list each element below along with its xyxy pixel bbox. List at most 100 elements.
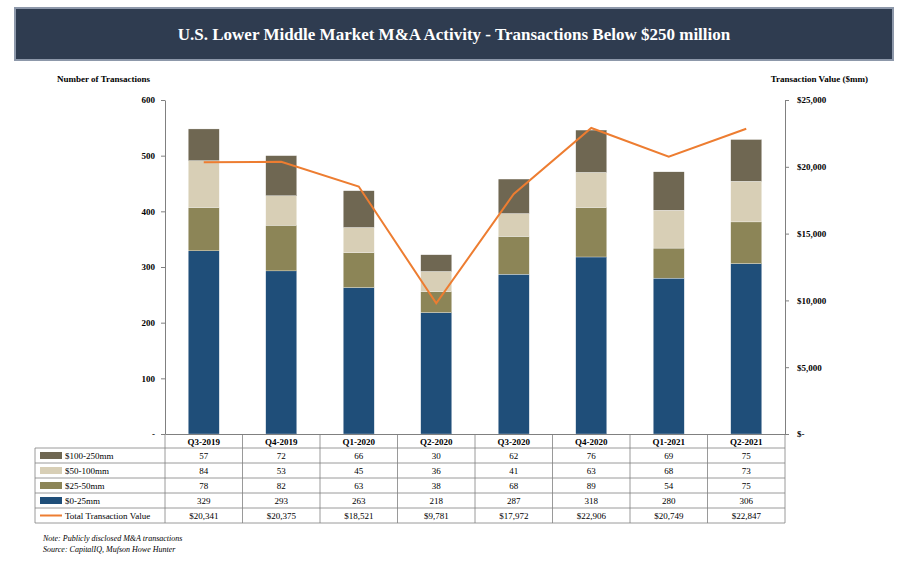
tick-label: 300 (142, 262, 156, 272)
bar (731, 222, 762, 264)
table-rule (630, 434, 631, 523)
table-value: 287 (507, 496, 521, 506)
legend-swatch (40, 452, 62, 459)
table-rule (35, 508, 785, 509)
table-value: 63 (587, 466, 597, 476)
tick-label: $- (797, 429, 805, 439)
tick: 300 (142, 262, 166, 272)
bar (731, 264, 762, 434)
line (204, 128, 747, 303)
tick: Q2-2020 (420, 434, 453, 447)
tick-mark (785, 100, 789, 101)
tick-label: $20,000 (797, 162, 827, 172)
tick-label: $25,000 (797, 95, 827, 105)
legend-label: $0-25mm (65, 496, 100, 506)
table-rule (35, 493, 785, 494)
axis-line (165, 101, 166, 435)
bar (266, 225, 297, 271)
table-value: 62 (509, 451, 518, 461)
table-value: 53 (277, 466, 287, 476)
tick: $25,000 (785, 95, 827, 105)
tick-label: Q2-2020 (420, 437, 453, 447)
table-value: $22,906 (577, 511, 607, 521)
tick: Q2-2021 (730, 434, 763, 447)
tick-label: 100 (142, 374, 156, 384)
table-value: 69 (664, 451, 674, 461)
tick-label: Q1-2021 (653, 437, 686, 447)
tick-label: 200 (142, 318, 156, 328)
table-value: 318 (585, 496, 599, 506)
tick-label: Q1-2020 (343, 437, 376, 447)
tick-mark (161, 100, 165, 101)
y2-axis: $-$5,000$10,000$15,000$20,000$25,000 (785, 95, 827, 439)
tick: Q1-2020 (343, 434, 376, 447)
tick-mark (161, 323, 165, 324)
tick-label: Q4-2019 (265, 437, 298, 447)
tick: $20,000 (785, 162, 827, 172)
bar (343, 191, 374, 228)
table-value: 54 (664, 481, 674, 491)
tick-label: 500 (142, 151, 156, 161)
legend-label: $25-50mm (65, 481, 105, 491)
chart-svg: U.S. Lower Middle Market M&A Activity - … (0, 0, 908, 570)
table-rule (242, 434, 243, 523)
table-value: 73 (742, 466, 752, 476)
bar (188, 129, 219, 161)
table-rule (785, 434, 786, 523)
bar (343, 227, 374, 252)
table-rule (397, 434, 398, 523)
tick-mark (161, 156, 165, 157)
tick: $- (785, 429, 805, 439)
tick-label: $10,000 (797, 296, 827, 306)
tick-mark (161, 267, 165, 268)
axis-line (785, 101, 786, 435)
tick-label: - (152, 429, 155, 439)
y2-axis-title: Transaction Value ($mm) (771, 74, 868, 84)
table-value: 63 (354, 481, 364, 491)
legend-swatch (40, 497, 62, 504)
bar (653, 278, 684, 434)
tick: 600 (142, 95, 166, 105)
table-value: 72 (277, 451, 286, 461)
legend-swatch (40, 482, 62, 489)
table-value: $9,781 (424, 511, 449, 521)
bar (731, 140, 762, 182)
bar (421, 313, 452, 434)
table-rule (35, 448, 36, 523)
table-rule (475, 434, 476, 523)
y-axis-title: Number of Transactions (57, 74, 151, 84)
tick-mark (785, 234, 789, 235)
bar (343, 288, 374, 434)
bar (576, 172, 607, 207)
tick-label: $15,000 (797, 229, 827, 239)
tick: Q3-2019 (188, 434, 221, 447)
table-rule (165, 434, 166, 523)
legend-swatch (40, 515, 62, 517)
table-value: $17,972 (499, 511, 528, 521)
table-rule (35, 523, 785, 524)
tick-label: Q3-2020 (498, 437, 531, 447)
tick: 200 (142, 318, 166, 328)
table-rule (35, 448, 785, 449)
title-banner (15, 8, 893, 60)
legend-label: Total Transaction Value (65, 511, 150, 521)
tick: $15,000 (785, 229, 827, 239)
bar (576, 257, 607, 434)
tick-label: Q3-2019 (188, 437, 221, 447)
bar (421, 255, 452, 272)
bar (498, 214, 529, 237)
table-value: $20,375 (267, 511, 297, 521)
table-rule (320, 434, 321, 523)
bar (266, 196, 297, 226)
tick: - (152, 429, 165, 439)
bar (653, 210, 684, 248)
table-value: 41 (509, 466, 518, 476)
tick-label: Q2-2021 (730, 437, 763, 447)
table-value: 84 (199, 466, 209, 476)
data-table: $100-250mm5772663062766975$50-100mm84534… (35, 434, 785, 523)
chart-title: U.S. Lower Middle Market M&A Activity - … (178, 25, 731, 44)
table-value: 306 (740, 496, 754, 506)
table-value: 293 (275, 496, 289, 506)
tick: $10,000 (785, 296, 827, 306)
bar (188, 207, 219, 250)
